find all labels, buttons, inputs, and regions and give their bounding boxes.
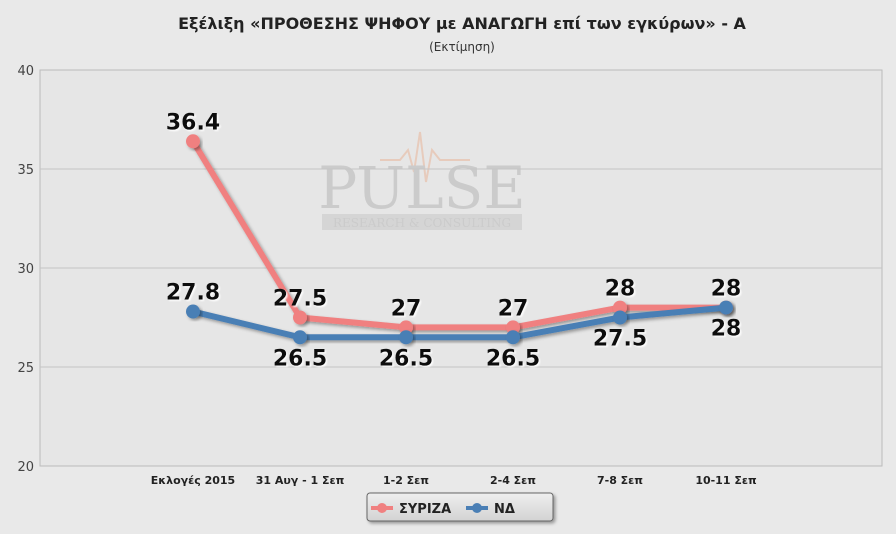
data-labels: 36.4 27.5 27 27 28 28 27.8 26.5 26.5 26.5 27.5 28	[166, 110, 741, 371]
y-tick-label-20: 20	[17, 460, 34, 475]
legend-item-syriza[interactable]: ΣΥΡΙΖΑ	[371, 502, 451, 517]
legend-marker-nd	[472, 503, 482, 513]
series-line-0	[190, 138, 729, 331]
y-axis-ticks: 20 25 30 35 40	[17, 64, 34, 475]
series-0-point-1[interactable]	[293, 310, 307, 325]
x-tick-label-1: 31 Αυγ - 1 Σεπ	[256, 474, 345, 487]
x-tick-label-0: Εκλογές 2015	[151, 474, 235, 487]
legend-label-syriza: ΣΥΡΙΖΑ	[399, 502, 451, 517]
watermark-sub: RESEARCH & CONSULTING	[333, 216, 511, 230]
legend-box	[366, 492, 554, 522]
series-1-point-5[interactable]	[719, 300, 733, 315]
watermark-pulse-line	[380, 131, 470, 183]
watermark-sub-bar	[322, 214, 522, 230]
series-0-point-0[interactable]	[186, 134, 200, 149]
series-0-label-4: 28	[605, 277, 636, 302]
x-tick-label-3: 2-4 Σεπ	[490, 474, 536, 487]
legend-label-nd: ΝΔ	[494, 502, 515, 517]
series-1-label-3: 26.5	[486, 346, 540, 371]
series-0-point-2[interactable]	[399, 320, 413, 335]
series-0-label-1: 27.5	[273, 287, 327, 312]
series-layer	[186, 134, 733, 345]
series-1-label-0: 27.8	[166, 281, 220, 306]
y-tick-label-40: 40	[17, 64, 34, 79]
legend-item-nd[interactable]: ΝΔ	[466, 502, 515, 517]
series-0-label-3: 27	[498, 296, 529, 321]
legend-marker-syriza	[377, 503, 387, 513]
series-1-label-4: 27.5	[593, 327, 647, 352]
series-0-label-5: 28	[711, 277, 742, 302]
series-1-point-1[interactable]	[293, 330, 307, 345]
series-1-point-0[interactable]	[186, 304, 200, 319]
x-axis-ticks: Εκλογές 2015 31 Αυγ - 1 Σεπ 1-2 Σεπ 2-4 Σεπ…	[151, 474, 757, 487]
series-1-label-2: 26.5	[379, 346, 433, 371]
series-0-point-3[interactable]	[506, 320, 520, 335]
legend: ΣΥΡΙΖΑ ΝΔ	[366, 492, 554, 522]
series-0-label-0: 36.4	[166, 110, 220, 135]
x-tick-label-5: 10-11 Σεπ	[695, 474, 757, 487]
series-1-point-3[interactable]	[506, 330, 520, 345]
x-tick-label-4: 7-8 Σεπ	[597, 474, 643, 487]
chart-title: Εξέλιξη «ΠΡΟΘΕΣΗΣ ΨΗΦΟΥ με ΑΝΑΓΩΓΗ επί τ…	[178, 14, 746, 33]
watermark: PULSE RESEARCH & CONSULTING	[318, 131, 526, 230]
series-1-point-4[interactable]	[613, 310, 627, 325]
y-tick-label-30: 30	[17, 262, 34, 277]
y-tick-label-25: 25	[17, 361, 34, 376]
y-tick-label-35: 35	[17, 163, 34, 178]
grid-layer	[40, 168, 882, 368]
series-1-point-2[interactable]	[399, 330, 413, 345]
x-tick-label-2: 1-2 Σεπ	[383, 474, 429, 487]
series-0-label-2: 27	[391, 296, 422, 321]
series-0-point-4[interactable]	[613, 300, 627, 315]
series-1-label-1: 26.5	[273, 346, 327, 371]
watermark-main: PULSE	[318, 154, 525, 222]
series-1-label-5: 28	[711, 317, 742, 342]
chart-subtitle: (Εκτίμηση)	[429, 40, 495, 54]
series-line-1	[190, 304, 729, 341]
